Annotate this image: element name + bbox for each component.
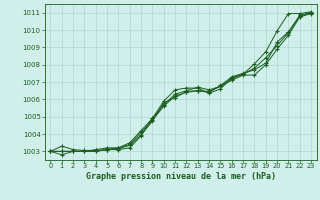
X-axis label: Graphe pression niveau de la mer (hPa): Graphe pression niveau de la mer (hPa): [86, 172, 276, 181]
